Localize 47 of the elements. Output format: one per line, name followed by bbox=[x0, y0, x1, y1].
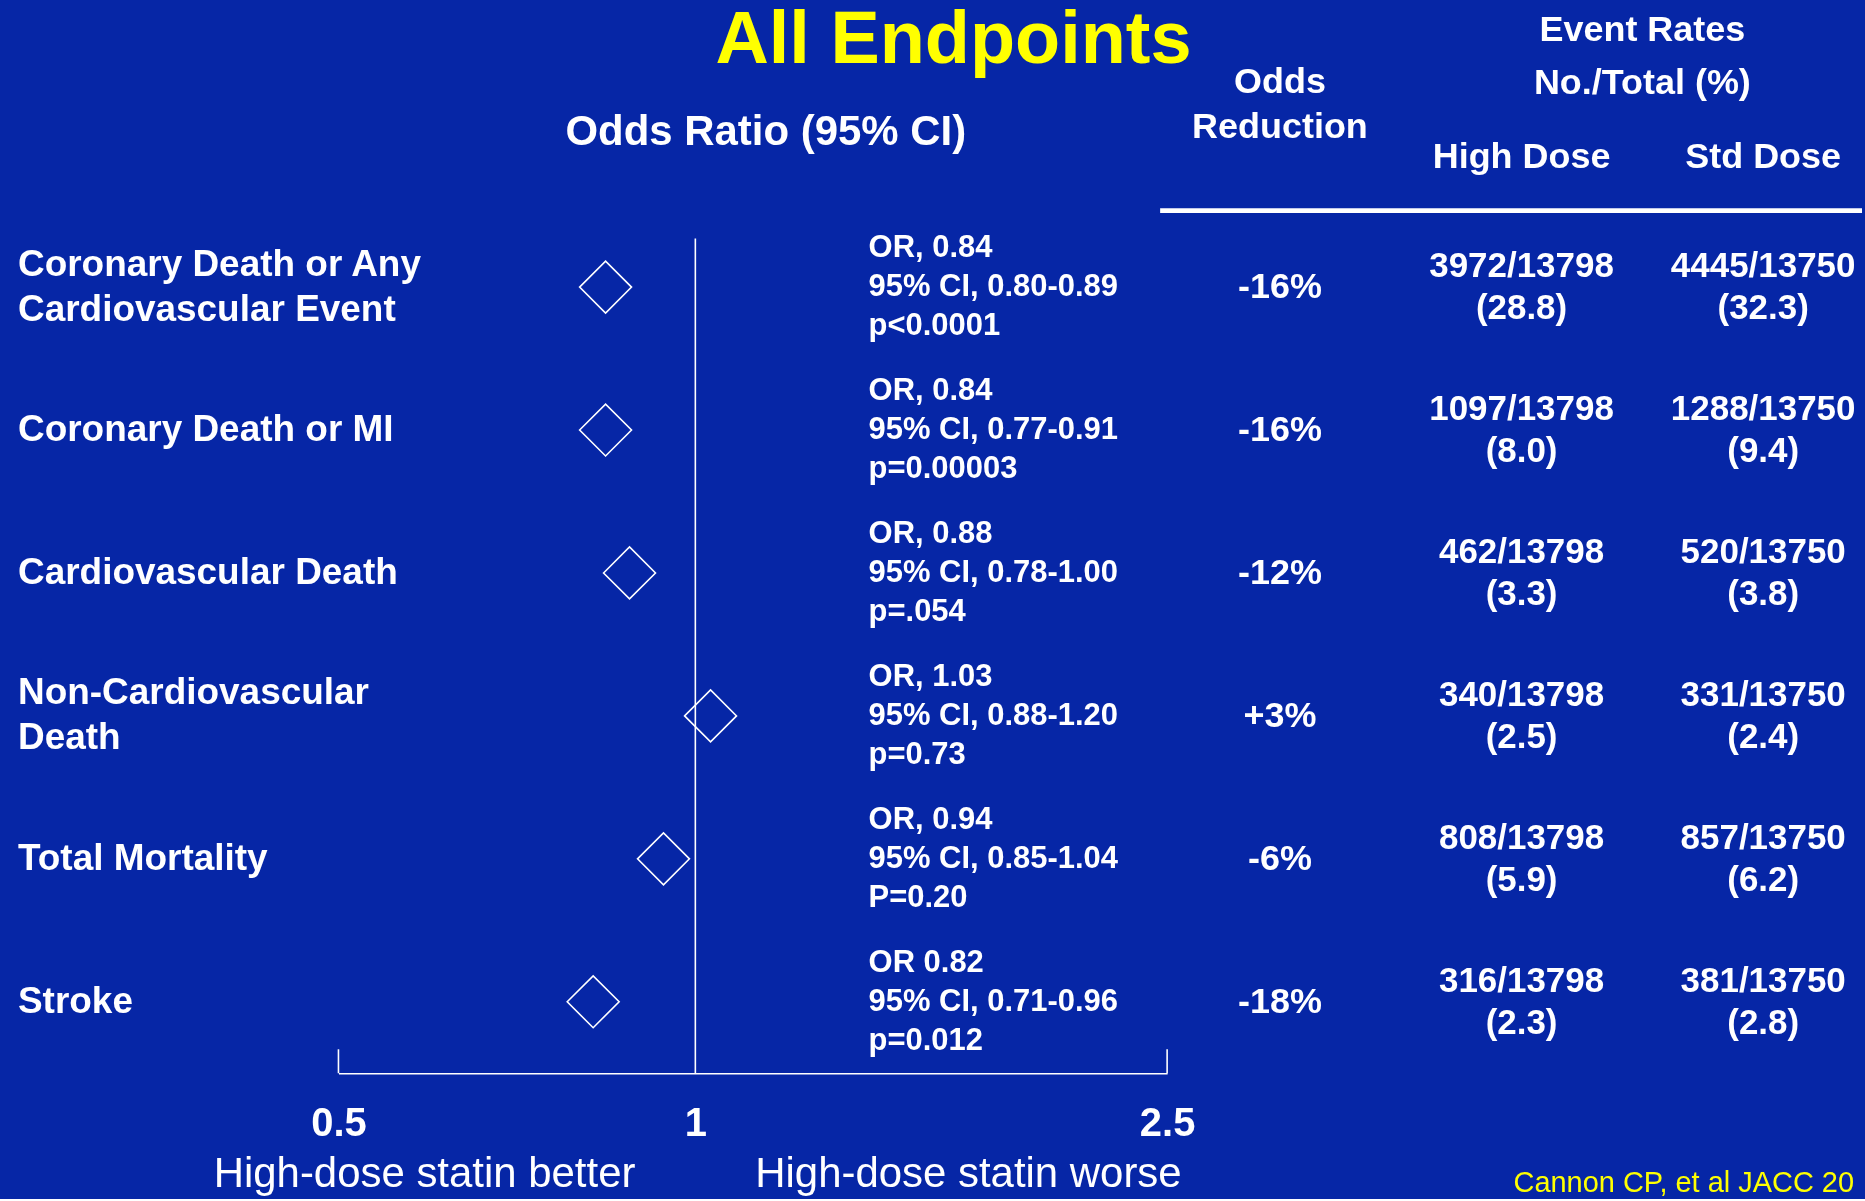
point bbox=[578, 260, 633, 314]
text: Cannon CP, et al JACC 20 bbox=[1513, 1166, 1855, 1199]
y-tick-label: Non-Cardiovascular Death bbox=[17, 671, 369, 758]
point bbox=[602, 546, 657, 600]
text: OR, 1.03 95% CI, 0.88-1.20 p=0.73 bbox=[868, 657, 1118, 771]
text: Event Rates No./Total (%) bbox=[1533, 8, 1751, 103]
text: 462/13798 (3.3) bbox=[1438, 530, 1605, 612]
x-tick-label: 1 bbox=[684, 1099, 707, 1144]
text: High-dose statin worse bbox=[755, 1149, 1182, 1197]
text: 316/13798 (2.3) bbox=[1438, 959, 1605, 1041]
text: 331/13750 (2.4) bbox=[1680, 673, 1846, 755]
text: +3% bbox=[1243, 693, 1317, 735]
text: -6% bbox=[1247, 836, 1312, 878]
chart-title: All Endpoints bbox=[715, 0, 1192, 79]
point bbox=[566, 975, 620, 1029]
category-label: Std Dose bbox=[1685, 134, 1842, 176]
x-tick-label: 0.5 bbox=[311, 1099, 367, 1144]
y-tick-label: Cardiovascular Death bbox=[17, 550, 398, 592]
text: -16% bbox=[1237, 408, 1322, 449]
text: 808/13798 (5.9) bbox=[1438, 816, 1605, 898]
text: 3972/13798 (28.8) bbox=[1429, 245, 1614, 327]
text: OR, 0.94 95% CI, 0.85-1.04 P=0.20 bbox=[868, 800, 1118, 914]
text: 340/13798 (2.5) bbox=[1438, 673, 1605, 755]
text: OR, 0.84 95% CI, 0.80-0.89 p<0.0001 bbox=[868, 229, 1118, 343]
y-tick-label: Coronary Death or Any Cardiovascular Event bbox=[17, 242, 422, 329]
point bbox=[578, 403, 633, 457]
text: OR, 0.84 95% CI, 0.77-0.91 p=0.00003 bbox=[868, 372, 1118, 485]
y-tick-label: Total Mortality bbox=[17, 836, 269, 878]
x-tick-label: 2.5 bbox=[1139, 1099, 1196, 1144]
text: 1288/13750 (9.4) bbox=[1670, 388, 1856, 469]
text: -16% bbox=[1237, 265, 1322, 307]
text: OR 0.82 95% CI, 0.71-0.96 p=0.012 bbox=[868, 943, 1118, 1057]
category-label: Odds Reduction bbox=[1192, 60, 1368, 147]
y-tick-label: Coronary Death or MI bbox=[17, 408, 394, 449]
chart-subtitle: Odds Ratio (95% CI) bbox=[565, 106, 967, 154]
text: 1097/13798 (8.0) bbox=[1429, 388, 1614, 469]
text: High-dose statin better bbox=[213, 1149, 636, 1197]
text: 381/13750 (2.8) bbox=[1680, 959, 1846, 1041]
category-label: High Dose bbox=[1432, 134, 1611, 176]
text: -12% bbox=[1237, 550, 1322, 592]
y-tick-label: Stroke bbox=[17, 979, 133, 1021]
text: -18% bbox=[1237, 979, 1322, 1021]
text: 857/13750 (6.2) bbox=[1680, 816, 1846, 898]
text: 520/13750 (3.8) bbox=[1680, 530, 1846, 612]
point bbox=[683, 689, 738, 743]
text: OR, 0.88 95% CI, 0.78-1.00 p=.054 bbox=[868, 515, 1118, 628]
text: 4445/13750 (32.3) bbox=[1670, 245, 1856, 327]
